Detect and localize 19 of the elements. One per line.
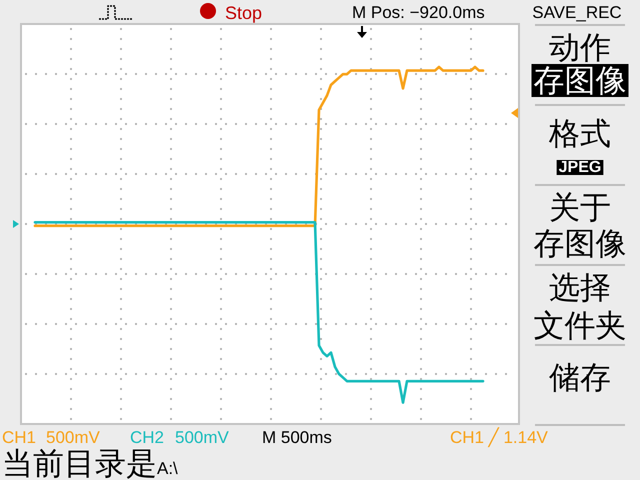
text: 存图像 xyxy=(534,226,626,261)
text: CH1 xyxy=(2,428,36,447)
text: 500mV xyxy=(175,428,230,447)
text: 格式 xyxy=(548,116,611,151)
text: 动作 xyxy=(549,30,611,65)
text: M Pos: −920.0ms xyxy=(352,3,485,22)
text: 存图像 xyxy=(534,63,626,98)
text: CH2 xyxy=(130,428,164,447)
text: 500mV xyxy=(46,428,101,447)
text: 关于 xyxy=(549,190,611,225)
text: 储存 xyxy=(549,360,611,395)
text: 选择 xyxy=(549,270,611,305)
text: JPEG xyxy=(558,159,602,176)
text: SAVE_REC xyxy=(532,3,622,22)
text: 文件夹 xyxy=(534,308,626,343)
text: Stop xyxy=(225,3,262,23)
text: CH1 ╱ 1.14V xyxy=(450,427,549,448)
text: M 500ms xyxy=(262,428,332,447)
text: 当前目录是A:\ xyxy=(2,446,178,480)
